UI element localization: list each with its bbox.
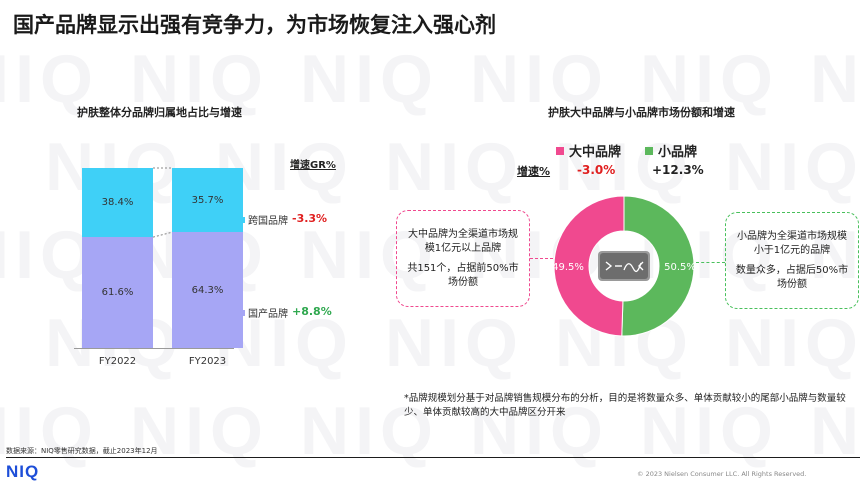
x-axis-line <box>74 348 234 349</box>
connector-boundary <box>152 231 173 238</box>
callout-large-brands: 大中品牌为全渠道市场规模1亿元以上品牌 共151个，占据前50%市场份额 <box>396 210 530 307</box>
growth-small-brands: +12.3% <box>652 163 704 177</box>
callout-connector-pink <box>530 258 558 259</box>
donut-slice-large-brands <box>553 195 625 337</box>
x-tick-label-fy2023: FY2023 <box>188 356 227 367</box>
legend-label-domestic: 国产品牌 <box>248 309 288 320</box>
legend-swatch-domestic <box>239 309 245 316</box>
legend-small-brands: 小品牌 <box>645 141 697 160</box>
donut-chart-title: 护肤大中品牌与小品牌市场份额和增速 <box>548 106 735 119</box>
legend-swatch-small-brands <box>645 146 653 155</box>
callout-small-brands-line2: 数量众多，占据后50%市场份额 <box>735 264 849 290</box>
growth-cross-border: -3.3% <box>292 212 328 225</box>
watermark-text: NIQ <box>555 305 694 381</box>
contract-scroll-icon <box>598 251 650 281</box>
callout-small-brands: 小品牌为全渠道市场规模小于1亿元的品牌 数量众多，占据后50%市场份额 <box>725 212 859 309</box>
donut-growth-label: 增速% <box>517 165 551 178</box>
footnote: *品牌规模划分基于对品牌销售规模分布的分析，目的是将数量众多、单体贡献较小的尾部… <box>404 393 846 418</box>
legend-swatch-large-brands <box>556 146 564 155</box>
watermark-text: NIQ <box>385 129 524 205</box>
legend-swatch-cross-border <box>239 216 245 223</box>
callout-small-brands-line1: 小品牌为全渠道市场规模小于1亿元的品牌 <box>737 230 847 256</box>
watermark-text: NIQ <box>300 41 439 117</box>
watermark-text: NIQ <box>130 393 269 469</box>
donut-label-small-brands: 50.5% <box>664 262 696 273</box>
growth-rate-header: 增速GR% <box>290 160 336 171</box>
bar-domestic-fy2022: 61.6% <box>82 237 153 348</box>
copyright: © 2023 Nielsen Consumer LLC. All Rights … <box>637 470 807 478</box>
slide-title: 国产品牌显示出强有竞争力，为市场恢复注入强心剂 <box>13 13 496 37</box>
watermark-text: NIQ <box>725 305 864 381</box>
callout-connector-green <box>696 262 725 263</box>
callout-large-brands-line1: 大中品牌为全渠道市场规模1亿元以上品牌 <box>408 228 518 254</box>
legend-domestic: 国产品牌 <box>239 305 288 320</box>
donut-label-large-brands: 49.5% <box>552 262 584 273</box>
watermark-text: NIQ <box>810 41 866 117</box>
watermark-text: NIQ <box>385 305 524 381</box>
growth-large-brands: -3.0% <box>577 163 616 177</box>
legend-large-brands: 大中品牌 <box>556 141 621 160</box>
bar-domestic-fy2023: 64.3% <box>172 232 243 348</box>
x-tick-label-fy2022: FY2022 <box>98 356 137 367</box>
bar-cross-border-fy2023: 35.7% <box>172 168 243 233</box>
legend-label-cross-border: 跨国品牌 <box>248 216 288 227</box>
bar-cross-border-fy2022: 38.4% <box>82 168 153 238</box>
bar-chart-title: 护肤整体分品牌归属地占比与增速 <box>77 106 242 119</box>
footer-divider <box>6 457 860 458</box>
legend-label-small-brands: 小品牌 <box>658 145 698 160</box>
legend-label-large-brands: 大中品牌 <box>569 145 622 160</box>
data-source: 数据来源：NIQ零售研究数据，截止2023年12月 <box>6 447 158 455</box>
watermark-text: NIQ <box>725 129 864 205</box>
donut-slice-small-brands <box>621 195 695 337</box>
niq-logo: NIQ <box>6 462 40 481</box>
callout-large-brands-line2: 共151个，占据前50%市场份额 <box>407 262 519 288</box>
legend-cross-border: 跨国品牌 <box>239 212 288 227</box>
growth-domestic: +8.8% <box>292 305 332 318</box>
watermark-text: NIQ <box>0 393 99 469</box>
